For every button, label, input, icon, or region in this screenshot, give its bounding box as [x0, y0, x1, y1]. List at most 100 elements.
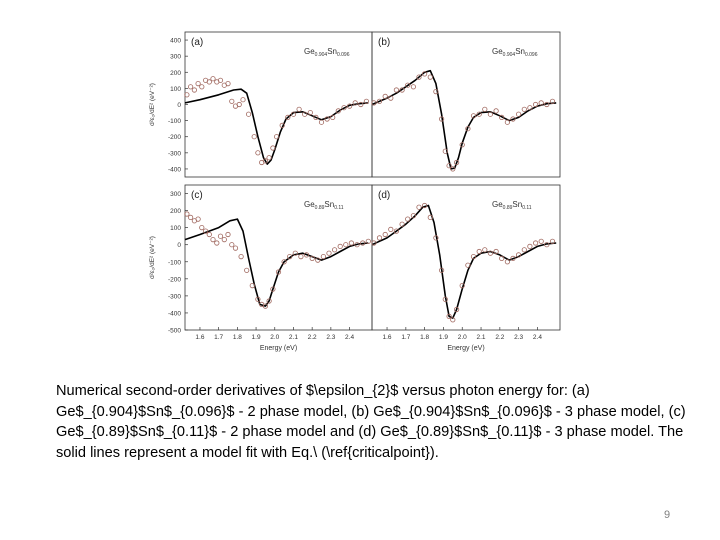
y-tick-label: -400	[168, 166, 181, 173]
x-tick-label: 1.8	[233, 334, 242, 341]
data-point	[521, 247, 527, 253]
element-1: Ge	[492, 200, 503, 209]
data-point	[499, 114, 505, 121]
subscript-1: 0.89	[503, 205, 513, 211]
data-point	[251, 134, 257, 140]
data-point	[532, 101, 539, 108]
data-point	[510, 116, 516, 122]
data-point	[532, 240, 539, 246]
data-point	[487, 250, 493, 256]
chart-panel-b: (b) Ge0.904Sn0.096	[371, 31, 561, 178]
data-point	[290, 111, 297, 117]
data-point	[382, 93, 388, 100]
data-point	[287, 254, 293, 260]
data-point	[331, 247, 338, 253]
data-point	[382, 231, 388, 238]
data-point	[504, 119, 510, 125]
subscript-1: 0.904	[503, 52, 516, 58]
data-point	[206, 79, 212, 85]
y-tick-label: -200	[168, 134, 181, 141]
composition-label: Ge0.89Sn0.11	[304, 200, 344, 211]
data-point	[343, 242, 349, 248]
x-tick-label: 1.7	[401, 334, 410, 341]
data-point	[279, 122, 285, 129]
data-point	[225, 231, 231, 238]
data-point	[521, 106, 527, 112]
data-point	[365, 238, 371, 244]
data-point	[388, 226, 394, 232]
element-2: Sn	[324, 200, 334, 209]
data-point	[421, 202, 428, 209]
data-point	[388, 95, 394, 101]
y-tick-label: 100	[170, 86, 181, 93]
data-point	[453, 159, 460, 166]
y-tick-label: -100	[168, 118, 181, 125]
data-point	[229, 242, 235, 248]
panel-frame	[371, 184, 561, 331]
fit-line	[184, 88, 369, 165]
data-point	[416, 74, 422, 80]
chart-panel-c: 300 200 100 0 -100 -200 -300 -400 -500 1.6 1.7 1.8 1…	[149, 184, 373, 352]
data-point	[544, 242, 550, 248]
subscript-1: 0.904	[315, 52, 328, 58]
x-tick-label: 2.3	[514, 334, 523, 341]
subscript-1: 0.89	[315, 205, 325, 211]
data-point	[326, 250, 332, 256]
data-point	[405, 216, 411, 222]
slide-number: 9	[664, 509, 671, 521]
data-point	[318, 119, 325, 125]
x-tick-label: 2.1	[477, 334, 486, 341]
data-point	[217, 77, 224, 83]
data-point	[470, 113, 477, 119]
data-point	[246, 111, 252, 117]
data-point	[459, 142, 465, 148]
data-point	[229, 98, 235, 104]
data-point	[393, 228, 399, 234]
x-tick-label: 1.6	[195, 334, 204, 341]
data-point	[538, 100, 544, 106]
data-point	[450, 317, 456, 323]
data-point	[309, 255, 315, 261]
data-point	[214, 240, 220, 246]
x-tick-label: 2.4	[345, 334, 354, 341]
data-point	[493, 108, 499, 114]
data-point	[376, 98, 383, 104]
element-1: Ge	[492, 47, 503, 56]
data-point	[320, 254, 326, 260]
data-point	[515, 252, 522, 258]
data-point	[324, 116, 330, 122]
y-tick-label: 100	[170, 225, 181, 232]
element-2: Sn	[327, 47, 337, 56]
data-point	[270, 286, 276, 292]
y-tick-label: 400	[170, 38, 181, 45]
data-point	[249, 282, 255, 289]
panel-frame	[184, 184, 373, 331]
x-tick-label: 1.9	[439, 334, 448, 341]
data-point	[363, 98, 369, 104]
y-tick-label: 0	[177, 102, 181, 109]
x-tick-label: 2.0	[270, 334, 279, 341]
data-point	[221, 237, 227, 243]
data-point	[352, 100, 358, 106]
data-point	[527, 105, 533, 111]
y-tick-label: -300	[168, 293, 181, 300]
element-2: Sn	[512, 200, 522, 209]
data-point	[427, 74, 433, 80]
data-point	[337, 243, 343, 249]
data-point	[232, 245, 239, 251]
panel-label: (b)	[378, 37, 390, 48]
data-point	[244, 267, 250, 273]
data-point	[433, 89, 439, 95]
data-point	[346, 103, 353, 109]
data-point	[313, 114, 319, 121]
x-tick-label: 1.8	[420, 334, 429, 341]
x-tick-label: 2.2	[495, 334, 504, 341]
panel-label: (a)	[191, 37, 203, 48]
data-point	[405, 82, 411, 88]
data-point	[298, 254, 304, 260]
data-point	[188, 84, 194, 90]
data-point	[354, 242, 360, 248]
x-tick-label: 2.2	[308, 334, 317, 341]
data-point	[210, 237, 216, 243]
data-point	[549, 238, 556, 244]
